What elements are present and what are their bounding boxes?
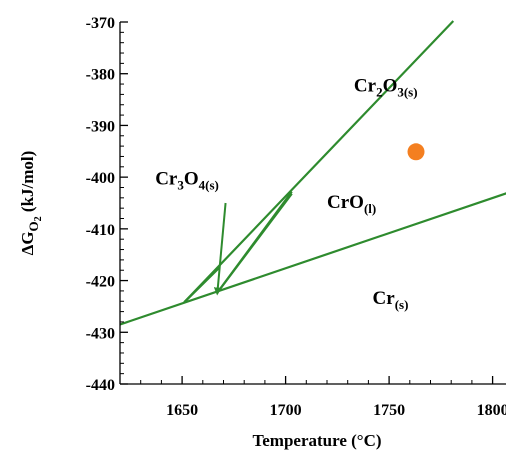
series-line-5	[218, 190, 293, 291]
y-axis-label-unit: (kJ/mol)	[18, 151, 37, 217]
y-tick-label: -380	[86, 67, 115, 84]
y-axis-label-sub: O	[26, 221, 41, 231]
x-tick-label: 1700	[270, 402, 302, 419]
x-axis-label: Temperature (°C)	[252, 431, 381, 450]
region-labels: Cr2O3(s)Cr3O4(s)CrO(l)Cr(s)	[155, 75, 417, 312]
region-label-part: (s)	[395, 297, 409, 312]
y-axis-label-main: ΔG	[18, 231, 37, 255]
x-tick-label: 1650	[166, 402, 198, 419]
series-lines	[119, 20, 506, 326]
data-points	[407, 143, 425, 161]
series-line-3	[183, 266, 221, 304]
ticks: -370 -380 -390 -400 -410 -420 -430 -440 1650 1700…	[86, 15, 506, 419]
region-label-part: CrO	[327, 192, 364, 213]
region-label-part: Cr	[373, 288, 396, 309]
series-line-1	[119, 192, 506, 326]
y-tick-label: -370	[86, 15, 115, 32]
region-label-part: 3	[177, 177, 184, 192]
y-tick-label: -410	[86, 222, 115, 239]
region-label-part: Cr	[354, 75, 377, 96]
y-tick-label: -400	[86, 170, 115, 187]
region-label-part: Cr	[155, 168, 178, 189]
series-line-2	[183, 20, 455, 304]
region-label-3: CrO(l)	[327, 192, 376, 216]
region-label-part: 3(s)	[397, 84, 417, 99]
region-label-part: (l)	[364, 201, 376, 216]
x-tick-label: 1800	[477, 402, 506, 419]
region-label-part: 2	[376, 84, 383, 99]
y-tick-label: -440	[86, 377, 115, 394]
y-tick-label: -390	[86, 118, 115, 135]
annotation-arrow	[213, 202, 227, 296]
y-tick-label: -430	[86, 325, 115, 342]
data-point-1	[407, 143, 425, 161]
region-label-part: O	[383, 75, 398, 96]
y-axis-label: ΔGO2 (kJ/mol)	[18, 151, 44, 256]
x-tick-label: 1750	[373, 402, 405, 419]
region-label-4: Cr(s)	[373, 288, 409, 312]
y-axis-label-subsub: 2	[33, 216, 44, 221]
region-label-part: O	[184, 168, 199, 189]
region-label-part: 4(s)	[199, 177, 219, 192]
region-label-2: Cr3O4(s)	[155, 168, 219, 192]
axes	[119, 22, 506, 385]
region-label-1: Cr2O3(s)	[354, 75, 418, 99]
y-tick-label: -420	[86, 274, 115, 291]
